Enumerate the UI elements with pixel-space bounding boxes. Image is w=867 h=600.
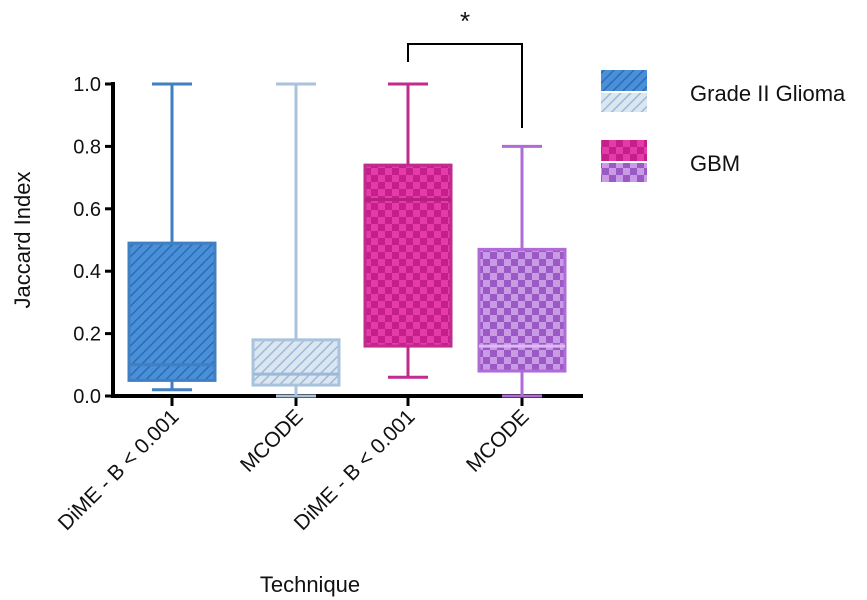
x-tick-label: MCODE <box>462 405 534 477</box>
y-axis-label: Jaccard Index <box>10 172 35 309</box>
legend: Grade II Glioma GBM <box>601 70 846 182</box>
legend-item: GBM <box>601 140 740 182</box>
box-1 <box>127 82 217 392</box>
legend-swatch-dark <box>601 140 647 162</box>
legend-label: GBM <box>690 151 740 176</box>
legend-swatch-dark <box>601 70 647 92</box>
y-tick-label: 0.8 <box>73 136 101 158</box>
x-tick-label: DiME - B < 0.001 <box>290 405 420 535</box>
boxes <box>127 82 567 398</box>
box-4 <box>477 144 567 398</box>
iqr-box <box>477 247 567 373</box>
y-tick-label: 0.2 <box>73 324 101 346</box>
iqr-box <box>127 241 217 382</box>
y-tick-label: 0.0 <box>73 386 101 408</box>
legend-item: Grade II Glioma <box>601 70 846 112</box>
x-tick-label: DiME - B < 0.001 <box>54 405 184 535</box>
legend-swatch-light <box>601 162 647 182</box>
box-3 <box>363 82 453 379</box>
legend-label: Grade II Glioma <box>690 81 846 106</box>
iqr-box <box>251 338 341 387</box>
y-tick-label: 0.6 <box>73 199 101 221</box>
bracket-line <box>407 43 523 128</box>
box-2 <box>251 82 341 398</box>
significance-bracket: * <box>407 6 523 128</box>
iqr-box <box>363 163 453 348</box>
x-tick-label: MCODE <box>236 405 308 477</box>
significance-label: * <box>460 6 470 36</box>
y-tick-label: 0.4 <box>73 261 101 283</box>
legend-swatch-light <box>601 92 647 112</box>
x-axis-label: Technique <box>260 572 360 597</box>
y-tick-label: 1.0 <box>73 74 101 96</box>
